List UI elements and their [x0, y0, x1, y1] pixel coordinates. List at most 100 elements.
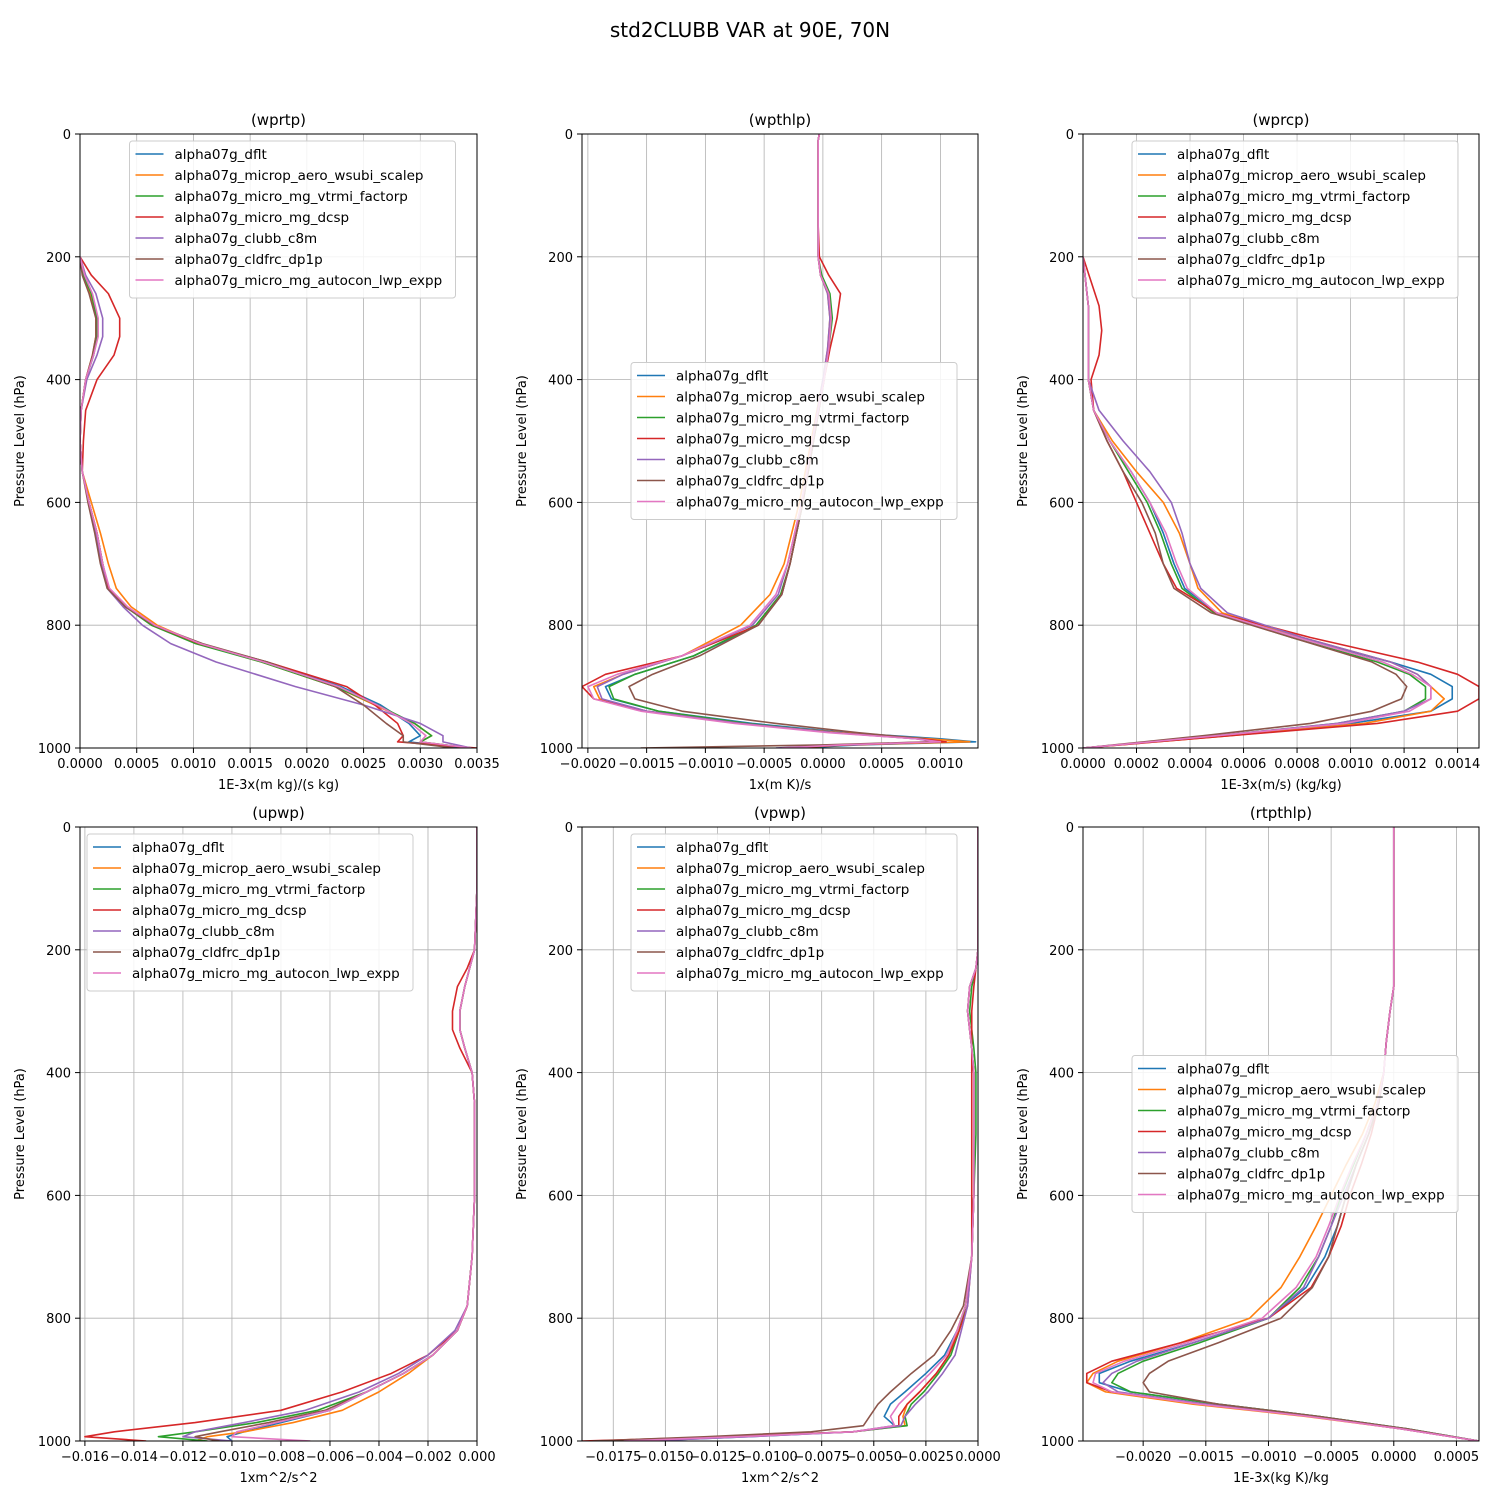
y-tick-label: 800	[548, 619, 573, 634]
legend-entry-alpha07g_dflt: alpha07g_dflt	[132, 840, 224, 856]
x-tick-label: −0.014	[110, 1450, 158, 1465]
y-tick-label: 800	[548, 1312, 573, 1327]
x-tick-label: −0.0020	[1115, 1450, 1171, 1465]
y-tick-label: 200	[548, 944, 573, 959]
y-tick-label: 0	[63, 821, 71, 836]
legend-entry-alpha07g_micro_mg_dcsp: alpha07g_micro_mg_dcsp	[175, 210, 350, 226]
panel-title: (vpwp)	[754, 804, 806, 822]
figure-title: std2CLUBB VAR at 90E, 70N	[610, 18, 890, 42]
legend: alpha07g_dflt alpha07g_microp_aero_wsubi_…	[1131, 140, 1459, 299]
legend-box	[1131, 140, 1459, 299]
series-line-alpha07g_clubb_c8m	[80, 256, 472, 748]
x-tick-label: 0.0014	[1435, 757, 1481, 772]
legend: alpha07g_dflt alpha07g_microp_aero_wsubi_…	[1131, 1055, 1459, 1213]
x-tick-label: −0.002	[404, 1450, 452, 1465]
legend-entry-alpha07g_micro_mg_vtrmi_factorp: alpha07g_micro_mg_vtrmi_factorp	[1177, 1104, 1410, 1120]
x-tick-label: −0.004	[355, 1450, 403, 1465]
x-tick-label: 0.0006	[1221, 757, 1267, 772]
x-tick-label: −0.016	[61, 1450, 109, 1465]
x-tick-label: 0.0004	[1167, 757, 1213, 772]
legend-entry-alpha07g_cldfrc_dp1p: alpha07g_cldfrc_dp1p	[1177, 252, 1325, 268]
x-tick-label: −0.0100	[741, 1450, 797, 1465]
x-tick-label: −0.0150	[637, 1450, 693, 1465]
x-tick-label: −0.0005	[1303, 1450, 1359, 1465]
legend-entry-alpha07g_dflt: alpha07g_dflt	[1177, 147, 1269, 163]
x-tick-label: −0.0020	[560, 757, 616, 772]
legend-box	[129, 140, 456, 299]
panel-rtpthlp: −0.0020 −0.0015 −0.0010 −0.0005 0.0000 0.0005…	[1016, 804, 1480, 1486]
y-tick-label: 200	[1049, 944, 1074, 959]
axes-frame	[1082, 826, 1480, 1442]
x-axis-label: 1xm^2/s^2	[239, 1471, 317, 1486]
legend-entry-alpha07g_microp_aero_wsubi_scalep: alpha07g_microp_aero_wsubi_scalep	[1177, 168, 1426, 184]
axes-frame	[1082, 133, 1480, 749]
x-axis-label: 1E-3x(kg K)/kg	[1233, 1471, 1329, 1486]
series-line-alpha07g_micro_mg_autocon_lwp_expp	[1083, 256, 1432, 748]
panel-title: (wprtp)	[251, 111, 306, 129]
legend-entry-alpha07g_dflt: alpha07g_dflt	[1177, 1062, 1269, 1078]
y-axis-label: Pressure Level (hPa)	[13, 375, 28, 507]
x-tick-label: −0.012	[159, 1450, 207, 1465]
panel-upwp: −0.016 −0.014 −0.012 −0.010 −0.008 −0.006 −0.0…	[13, 804, 496, 1486]
x-tick-label: −0.0050	[846, 1450, 902, 1465]
legend-entry-alpha07g_micro_mg_vtrmi_factorp: alpha07g_micro_mg_vtrmi_factorp	[1177, 189, 1410, 205]
x-tick-label: 0.0000	[1060, 757, 1106, 772]
y-tick-label: 400	[1049, 374, 1074, 389]
x-tick-label: 0.0000	[1371, 1450, 1417, 1465]
legend: alpha07g_dflt alpha07g_microp_aero_wsubi_…	[630, 833, 958, 992]
x-tick-label: 0.0008	[1274, 757, 1320, 772]
legend-entry-alpha07g_clubb_c8m: alpha07g_clubb_c8m	[676, 453, 819, 469]
x-tick-label: −0.006	[306, 1450, 354, 1465]
panel-title: (rtpthlp)	[1250, 804, 1312, 822]
y-axis-label: Pressure Level (hPa)	[515, 1068, 530, 1200]
panel-title: (wpthlp)	[749, 111, 812, 129]
x-tick-label: −0.0025	[898, 1450, 954, 1465]
axes-frame	[79, 133, 478, 749]
x-tick-label: −0.010	[208, 1450, 256, 1465]
x-tick-label: 0.0010	[171, 757, 217, 772]
legend-entry-alpha07g_microp_aero_wsubi_scalep: alpha07g_microp_aero_wsubi_scalep	[132, 861, 381, 877]
y-tick-label: 400	[46, 374, 71, 389]
x-tick-label: 0.0025	[341, 757, 387, 772]
legend-box	[630, 362, 958, 520]
legend-entry-alpha07g_cldfrc_dp1p: alpha07g_cldfrc_dp1p	[175, 252, 323, 268]
y-tick-label: 400	[1049, 1067, 1074, 1082]
axes-frame	[581, 826, 979, 1442]
legend-entry-alpha07g_cldfrc_dp1p: alpha07g_cldfrc_dp1p	[676, 474, 824, 490]
y-tick-label: 800	[1049, 1312, 1074, 1327]
x-tick-label: 0.0005	[859, 757, 905, 772]
x-tick-label: 0.0000	[800, 757, 846, 772]
legend: alpha07g_dflt alpha07g_microp_aero_wsubi_…	[129, 140, 456, 299]
legend-entry-alpha07g_micro_mg_vtrmi_factorp: alpha07g_micro_mg_vtrmi_factorp	[132, 882, 365, 898]
x-tick-label: 0.0020	[284, 757, 330, 772]
panel-wprtp: 0.0000 0.0005 0.0010 0.0015 0.0020 0.0025 0.00…	[13, 111, 500, 793]
x-axis-label: 1x(m K)/s	[749, 778, 812, 793]
legend-entry-alpha07g_micro_mg_vtrmi_factorp: alpha07g_micro_mg_vtrmi_factorp	[676, 882, 909, 898]
legend-entry-alpha07g_micro_mg_autocon_lwp_expp: alpha07g_micro_mg_autocon_lwp_expp	[1177, 1188, 1445, 1204]
legend-entry-alpha07g_microp_aero_wsubi_scalep: alpha07g_microp_aero_wsubi_scalep	[175, 168, 424, 184]
legend-entry-alpha07g_clubb_c8m: alpha07g_clubb_c8m	[1177, 231, 1320, 247]
x-tick-label: −0.0075	[793, 1450, 849, 1465]
y-tick-label: 600	[548, 496, 573, 511]
legend-entry-alpha07g_micro_mg_autocon_lwp_expp: alpha07g_micro_mg_autocon_lwp_expp	[175, 273, 443, 289]
x-tick-label: −0.0175	[585, 1450, 641, 1465]
legend-entry-alpha07g_microp_aero_wsubi_scalep: alpha07g_microp_aero_wsubi_scalep	[1177, 1083, 1426, 1099]
legend-box	[86, 833, 414, 992]
y-axis-label: Pressure Level (hPa)	[13, 1068, 28, 1200]
x-tick-label: 0.0010	[1328, 757, 1374, 772]
y-tick-label: 1000	[38, 1435, 71, 1450]
legend-entry-alpha07g_micro_mg_autocon_lwp_expp: alpha07g_micro_mg_autocon_lwp_expp	[676, 966, 944, 982]
y-tick-label: 600	[1049, 496, 1074, 511]
legend-entry-alpha07g_microp_aero_wsubi_scalep: alpha07g_microp_aero_wsubi_scalep	[676, 390, 925, 406]
x-tick-label: 0.0030	[398, 757, 444, 772]
y-tick-label: 0	[565, 128, 573, 143]
legend-entry-alpha07g_clubb_c8m: alpha07g_clubb_c8m	[676, 924, 819, 940]
panel-wprcp: 0.0000 0.0002 0.0004 0.0006 0.0008 0.0010 0.00…	[1016, 111, 1480, 793]
legend-box	[1131, 1055, 1459, 1213]
series-line-alpha07g_micro_mg_autocon_lwp_expp	[1092, 827, 1479, 1441]
x-tick-label: 0.000	[458, 1450, 495, 1465]
series-line-alpha07g_micro_mg_autocon_lwp_expp	[623, 827, 978, 1441]
x-tick-label: 0.0005	[1434, 1450, 1480, 1465]
legend-entry-alpha07g_micro_mg_vtrmi_factorp: alpha07g_micro_mg_vtrmi_factorp	[175, 189, 408, 205]
x-tick-label: 0.0000	[955, 1450, 1001, 1465]
